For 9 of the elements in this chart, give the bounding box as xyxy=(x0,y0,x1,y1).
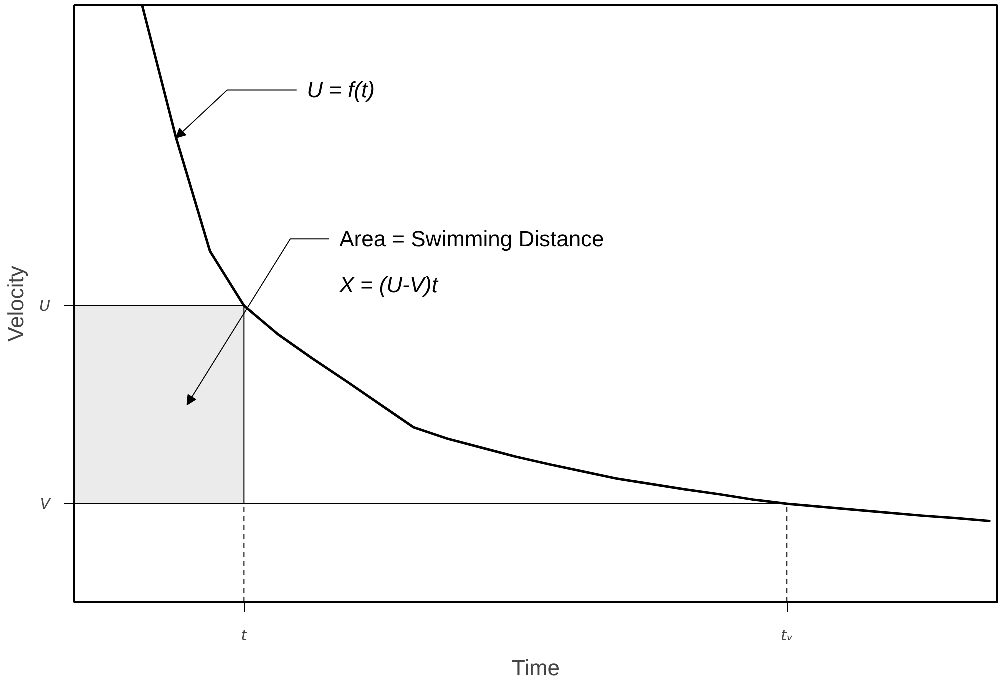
x-tick-label: tᵥ xyxy=(781,626,794,644)
x-tick-label: t xyxy=(241,626,248,644)
annotation: X = (U-V)t xyxy=(338,272,439,298)
x-axis-title: Time xyxy=(512,656,560,680)
y-axis-title: Velocity xyxy=(4,266,29,342)
annotation: Area = Swimming Distance xyxy=(340,226,604,252)
ref-line-label: U xyxy=(40,296,51,315)
ref-line-label: V xyxy=(40,494,52,513)
annotation: U = f(t) xyxy=(307,78,375,103)
